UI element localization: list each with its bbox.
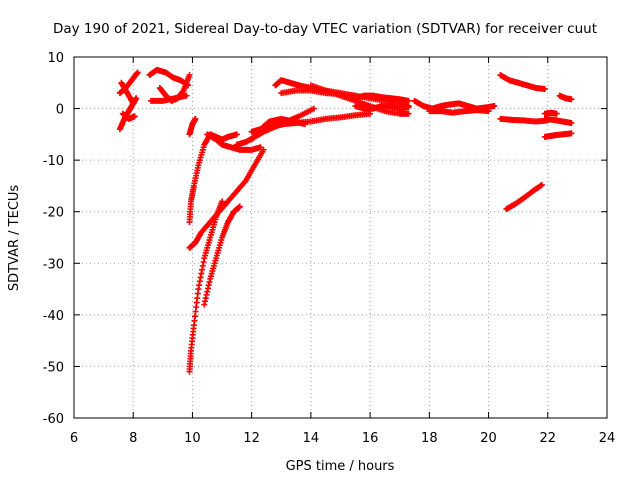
y-tick-label: -20 [43,206,64,221]
data-point [491,102,498,109]
series-s9 [186,198,226,375]
y-tick-label: -10 [43,154,64,169]
x-tick-label: 14 [303,431,320,446]
data-point [257,144,264,151]
data-point [236,203,243,210]
x-tick-label: 22 [540,431,557,446]
series-s12 [204,131,264,153]
series-s23 [426,107,492,116]
y-axis-label: SDTVAR / TECUs [7,185,22,292]
series-s30 [556,92,575,103]
series-s8 [186,115,199,138]
data-point [568,130,575,137]
series-s3 [118,79,137,107]
data-point [485,108,492,115]
tick-labels: 6 8 10 12 14 16 18 20 22 24 10 0 -10 -20 -30 -40 -50 -60 [43,51,616,446]
data-point [367,110,374,117]
data-point [186,72,193,79]
data-point [233,131,240,138]
data-point [538,181,545,188]
data-point [405,97,412,104]
grid [74,57,607,418]
data-point [301,121,308,128]
series-s21 [352,102,412,112]
y-tick-label: 0 [56,103,64,118]
data-point [130,100,137,107]
data-point [568,96,575,103]
y-tick-label: -40 [43,309,64,324]
series-s29 [541,130,575,140]
y-tick-label: -30 [43,257,64,272]
series-s24 [497,72,548,92]
x-tick-label: 12 [243,431,260,446]
series-s7 [156,72,193,104]
data-point [134,69,141,76]
x-tick-label: 16 [362,431,379,446]
y-tick-label: -50 [43,360,64,375]
series-s11 [186,146,267,251]
data-point [405,104,412,111]
series-s14 [201,203,243,308]
x-tick-label: 6 [70,431,78,446]
chart-title: Day 190 of 2021, Sidereal Day-to-day VTE… [53,21,597,37]
data-point [405,110,412,117]
x-tick-label: 8 [129,431,137,446]
series-s27 [541,109,560,117]
data-point [541,85,548,92]
data-point [131,113,138,120]
data-point [568,120,575,127]
series-s4 [119,110,138,122]
series-s28 [541,115,575,127]
x-tick-label: 18 [421,431,438,446]
data-points [116,66,575,375]
data-point [183,92,190,99]
x-tick-label: 24 [599,431,616,446]
plot-frame [73,56,608,419]
data-point [192,115,199,122]
data-point [133,95,140,102]
data-point [219,198,226,205]
y-tick-label: -60 [43,412,64,427]
x-tick-label: 10 [184,431,201,446]
data-point [553,110,560,117]
series-s26 [503,181,545,213]
y-tick-label: 10 [47,51,64,66]
series-s16 [248,115,308,143]
x-axis-label: GPS time / hours [286,459,395,474]
series-s20 [352,92,412,104]
x-tick-label: 20 [480,431,497,446]
data-point [310,105,317,112]
